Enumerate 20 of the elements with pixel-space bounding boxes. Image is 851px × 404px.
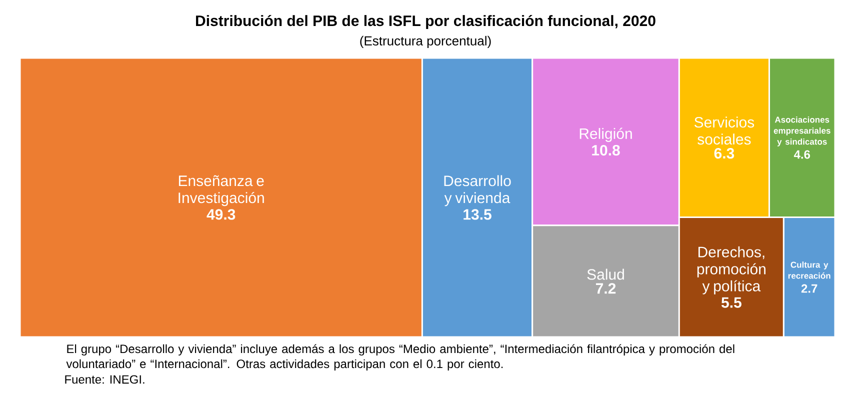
source-note: Fuente: INEGI. [65, 375, 144, 384]
data-label: 10.8 [592, 144, 620, 156]
data-label: 4.6 [794, 150, 810, 159]
data-label: 7.2 [596, 283, 616, 294]
category-label: Desarrollo y vivienda [444, 175, 511, 206]
category-label: Asociaciones empresariales y sindicatos [774, 116, 830, 146]
text: Distribución del PIB de las ISFL por clasificación funcional, 2020 [196, 14, 656, 30]
category-label: Salud [587, 268, 624, 280]
data-label: 13.5 [464, 209, 492, 220]
data-label: 6.3 [714, 148, 734, 159]
category-label: Servicios sociales [694, 116, 754, 145]
data-label: 2.7 [801, 284, 818, 293]
text: (Estructura porcentual) [360, 36, 491, 48]
category-label: Enseñanza e Investigación [178, 175, 264, 206]
text: El grupo “Desarrollo y vivienda” incluye además a los grupos “Medio ambiente”, “Intermediación filantrópica y promoción del voluntariado” e “Internacional”. Otras actividades participan con el 0.1 por ciento. [66, 344, 734, 371]
data-label: 5.5 [721, 297, 742, 308]
category-label: Religión [580, 128, 632, 142]
category-label: Derechos, promoción y política [697, 246, 766, 294]
category-label: Cultura y recreación [788, 262, 830, 279]
data-label: 49.3 [206, 209, 236, 220]
